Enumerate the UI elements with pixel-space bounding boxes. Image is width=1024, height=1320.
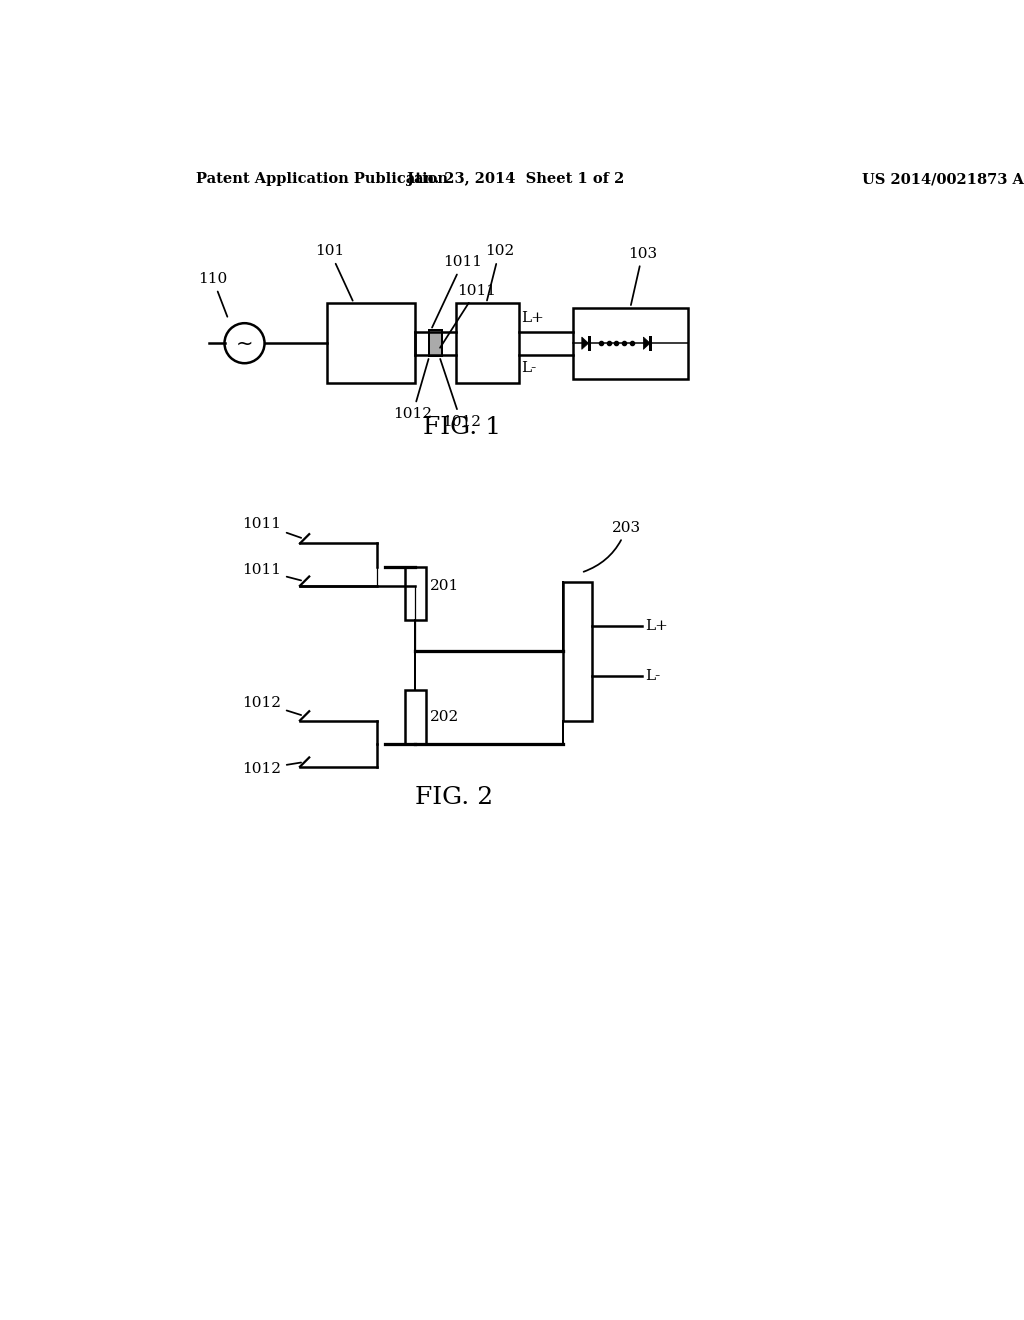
Text: 203: 203 [584, 521, 641, 572]
Text: ~: ~ [236, 334, 253, 354]
Bar [404, 566, 426, 620]
Text: 1012: 1012 [243, 762, 301, 776]
Text: 1011: 1011 [440, 284, 496, 347]
Text: US 2014/0021873 A1: US 2014/0021873 A1 [862, 172, 1024, 186]
Bar [404, 690, 426, 743]
Text: 1011: 1011 [243, 517, 301, 537]
Text: 201: 201 [430, 578, 460, 593]
Text: FIG. 1: FIG. 1 [423, 416, 501, 440]
Text: Patent Application Publication: Patent Application Publication [196, 172, 449, 186]
Bar [572, 308, 688, 379]
Bar [456, 304, 518, 383]
Text: L-: L- [645, 669, 660, 684]
Bar [562, 582, 592, 721]
Text: 202: 202 [430, 710, 460, 723]
Text: L+: L+ [521, 312, 544, 326]
Text: L+: L+ [645, 619, 668, 634]
Text: 110: 110 [199, 272, 227, 317]
Polygon shape [582, 337, 589, 350]
Text: 102: 102 [484, 244, 514, 301]
Text: 1011: 1011 [243, 564, 301, 581]
Bar [429, 330, 442, 356]
Text: 1012: 1012 [440, 359, 480, 429]
Text: 1012: 1012 [393, 359, 432, 421]
Bar [327, 304, 416, 383]
Text: 1011: 1011 [432, 255, 482, 327]
Text: 1012: 1012 [243, 696, 301, 715]
Text: 101: 101 [315, 244, 352, 301]
Polygon shape [643, 337, 650, 350]
Text: FIG. 2: FIG. 2 [415, 785, 493, 809]
Text: Jan. 23, 2014  Sheet 1 of 2: Jan. 23, 2014 Sheet 1 of 2 [407, 172, 625, 186]
Text: L-: L- [521, 360, 537, 375]
Text: 103: 103 [628, 247, 657, 305]
